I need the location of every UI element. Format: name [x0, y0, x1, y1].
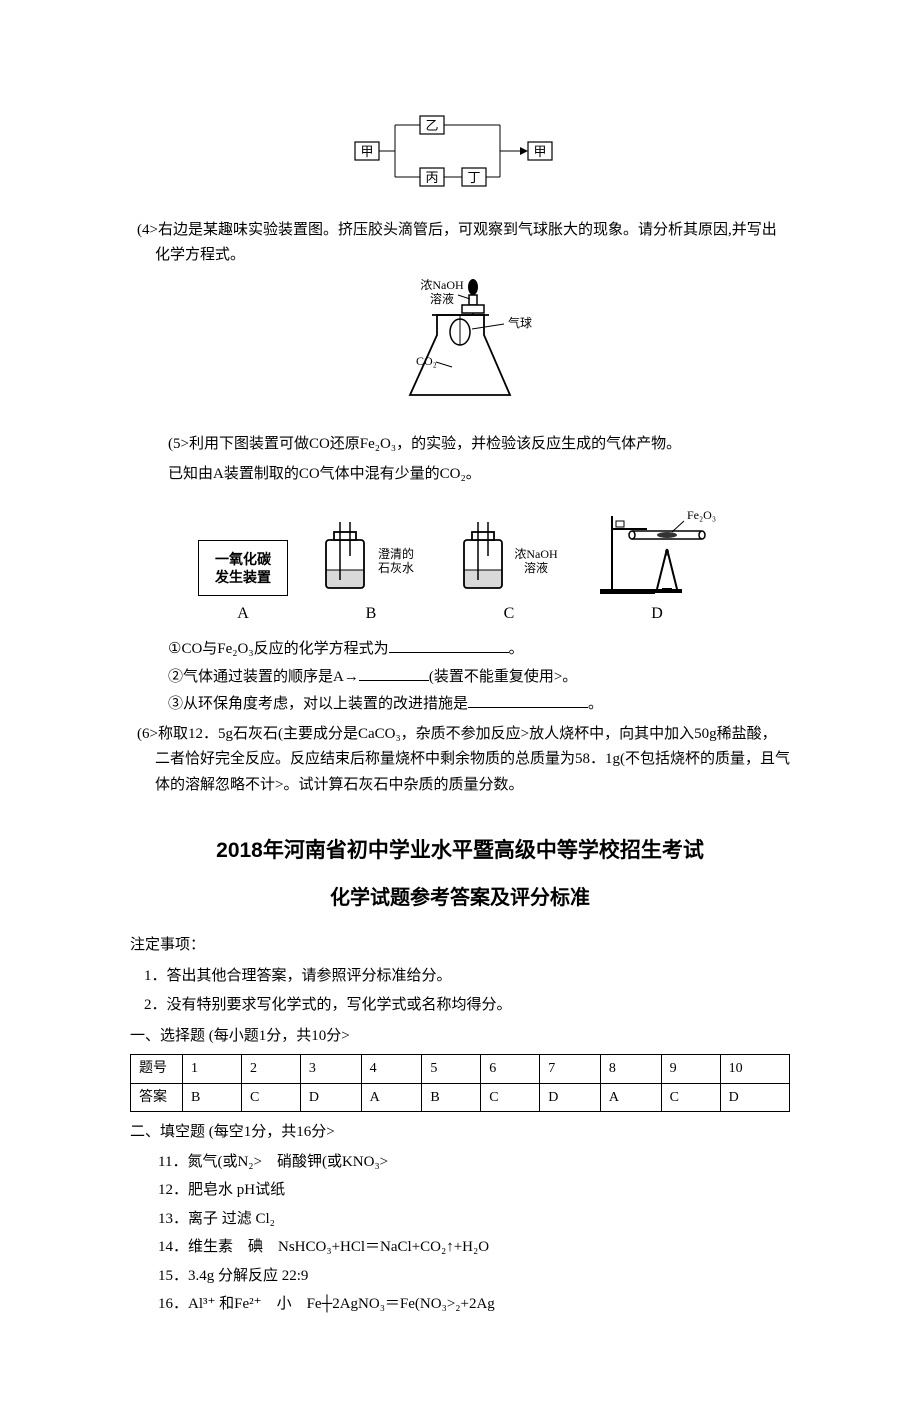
- q4-content: (4>右边是某趣味实验装置图。挤压胶头滴管后，可观察到气球胀大的现象。请分析其原…: [137, 222, 777, 264]
- q5-line3: ③从环保角度考虑，对以上装置的改进措施是 。: [130, 692, 790, 718]
- svg-text:CO₂: CO₂: [416, 354, 437, 368]
- flask-svg: 浓NaOH 溶液 气球 CO₂: [380, 277, 540, 407]
- svg-text:丁: 丁: [467, 170, 480, 185]
- answer-table: 题号 1 2 3 4 5 6 7 8 9 10 答案 B C D A B C D…: [130, 1054, 790, 1113]
- label-a: A: [237, 600, 249, 627]
- q5-intro2: 已知由A装置制取的CO气体中混有少量的CO₂。: [130, 462, 790, 488]
- svg-text:石灰水: 石灰水: [378, 561, 414, 575]
- svg-text:Fe₂O₃: Fe₂O₃: [687, 508, 716, 522]
- abcd-diagram: 一氧化碳发生装置 A 澄清的 石灰水 B: [130, 501, 790, 627]
- svg-text:甲: 甲: [533, 144, 546, 159]
- title-main: 2018年河南省初中学业水平暨高级中等学校招生考试: [130, 833, 790, 869]
- q5-intro1: (5>利用下图装置可做CO还原Fe₂O₃，的实验，并检验该反应生成的气体产物。: [130, 432, 790, 458]
- q5-l2-pre: ②气体通过装置的顺序是A→: [168, 669, 359, 685]
- flow-diagram: 甲 乙 丙 丁 甲: [130, 110, 790, 200]
- fill-14: 14．维生素 碘 NsHCO₃+HCl＝NaCl+CO₂↑+H₂O: [130, 1235, 790, 1261]
- q4-text: (4>右边是某趣味实验装置图。挤压胶头滴管后，可观察到气球胀大的现象。请分析其原…: [130, 218, 790, 269]
- svg-text:乙: 乙: [425, 118, 438, 133]
- device-b: 澄清的 石灰水 B: [316, 518, 426, 627]
- section1-head: 一、选择题 (每小题1分，共10分>: [130, 1024, 790, 1050]
- svg-text:溶液: 溶液: [430, 291, 454, 306]
- svg-text:浓NaOH: 浓NaOH: [420, 278, 464, 292]
- fill-13: 13．离子 过滤 Cl₂: [130, 1207, 790, 1233]
- q5-intro1-text: (5>利用下图装置可做CO还原Fe₂O₃，的实验，并检验该反应生成的气体产物。: [168, 436, 681, 452]
- notes-head: 注定事项：: [130, 933, 790, 959]
- svg-text:气球: 气球: [508, 315, 532, 330]
- q6-content: (6>称取12．5g石灰石(主要成分是CaCO₃，杂质不参加反应>放人烧杯中，向…: [137, 726, 790, 793]
- table-row-nums: 题号 1 2 3 4 5 6 7 8 9 10: [131, 1054, 790, 1083]
- stand-d: Fe₂O₃: [592, 501, 722, 596]
- section2-head: 二、填空题 (每空1分，共16分>: [130, 1120, 790, 1146]
- note-1: 1．答出其他合理答案，请参照评分标准给分。: [130, 964, 790, 990]
- q4-diagram: 浓NaOH 溶液 气球 CO₂: [130, 277, 790, 417]
- label-b: B: [366, 600, 377, 627]
- q5-l3-post: 。: [588, 696, 603, 712]
- q5-line2: ②气体通过装置的顺序是A→ (装置不能重复使用>。: [130, 665, 790, 691]
- device-a: 一氧化碳发生装置 A: [198, 540, 288, 627]
- q5-line1: ①CO与Fe₂O₃反应的化学方程式为 。: [130, 637, 790, 663]
- fill-12: 12．肥皂水 pH试纸: [130, 1178, 790, 1204]
- svg-text:浓NaOH: 浓NaOH: [514, 547, 558, 561]
- flow-svg: 甲 乙 丙 丁 甲: [350, 110, 570, 190]
- device-c: 浓NaOH 溶液 C: [454, 518, 564, 627]
- q6-text: (6>称取12．5g石灰石(主要成分是CaCO₃，杂质不参加反应>放人烧杯中，向…: [130, 722, 790, 799]
- svg-text:丙: 丙: [425, 170, 438, 185]
- fill-15: 15．3.4g 分解反应 22:9: [130, 1264, 790, 1290]
- label-d: D: [651, 600, 663, 627]
- blank-1: [389, 637, 509, 653]
- q5-l2-post: (装置不能重复使用>。: [429, 669, 577, 685]
- blank-2: [359, 665, 429, 681]
- bottle-b: 澄清的 石灰水: [316, 518, 426, 596]
- bottle-c: 浓NaOH 溶液: [454, 518, 564, 596]
- table-row-answers: 答案 B C D A B C D A C D: [131, 1083, 790, 1112]
- svg-text:溶液: 溶液: [524, 560, 548, 575]
- device-d: Fe₂O₃ D: [592, 501, 722, 627]
- box-a-label: 一氧化碳发生装置: [198, 540, 288, 596]
- row-head-nums: 题号: [131, 1054, 183, 1083]
- title-sub: 化学试题参考答案及评分标准: [130, 881, 790, 915]
- fill-11: 11．氮气(或N₂> 硝酸钾(或KNO₃>: [130, 1150, 790, 1176]
- note-2: 2．没有特别要求写化学式的，写化学式或名称均得分。: [130, 993, 790, 1019]
- q5-l3-pre: ③从环保角度考虑，对以上装置的改进措施是: [168, 696, 468, 712]
- fill-16: 16．Al³⁺ 和Fe²⁺ 小 Fe┼2AgNO₃＝Fe(NO₃>₂+2Ag: [130, 1292, 790, 1318]
- label-c: C: [504, 600, 515, 627]
- svg-text:澄清的: 澄清的: [378, 546, 414, 561]
- blank-3: [468, 692, 588, 708]
- svg-text:甲: 甲: [360, 144, 373, 159]
- q5-intro2-text: 已知由A装置制取的CO气体中混有少量的CO₂。: [168, 466, 481, 482]
- row-head-ans: 答案: [131, 1083, 183, 1112]
- q5-l1-pre: ①CO与Fe₂O₃反应的化学方程式为: [168, 641, 389, 657]
- q5-l1-post: 。: [509, 641, 524, 657]
